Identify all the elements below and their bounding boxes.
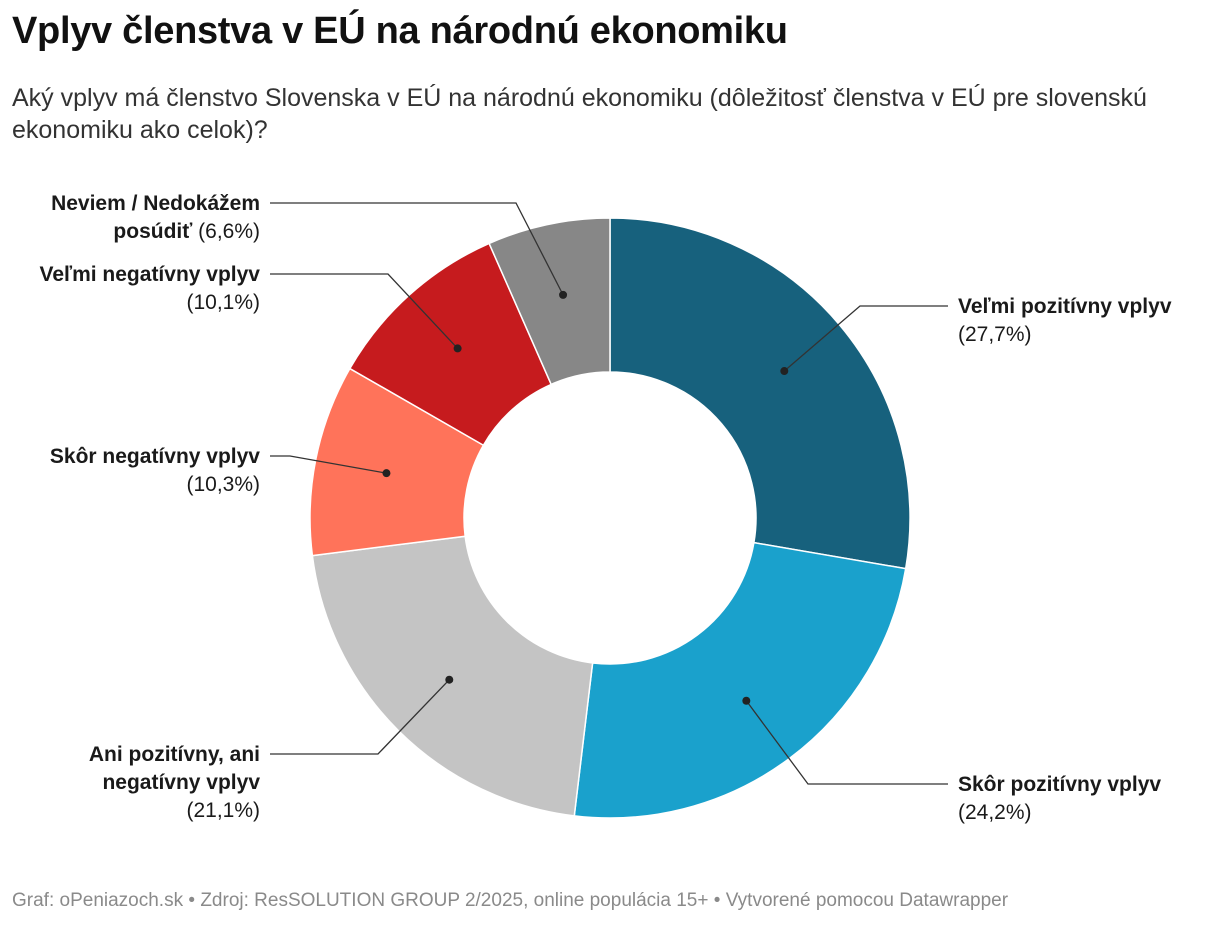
chart-subtitle: Aký vplyv má členstvo Slovenska v EÚ na …: [12, 84, 1147, 144]
leader-dot: [559, 290, 568, 299]
slice-label-neviem-nedokazem-posudit: Neviem / Nedokážem posúdiť (6,6%): [51, 192, 260, 243]
leader-line: [270, 273, 459, 349]
footer-graf: Graf: oPeniazoch.sk: [12, 890, 184, 911]
slice-label-skor-pozitivny-vplyv: Skôr pozitívny vplyv (24,2%): [958, 773, 1161, 824]
leader-dot: [780, 367, 789, 376]
footer-tool: Vytvorené pomocou Datawrapper: [725, 890, 1009, 911]
slice-velmi-pozitivny-vplyv[interactable]: [609, 217, 911, 570]
slice-label-ani-pozitivny-ani-negativny-vplyv: Ani pozitívny, ani negatívny vplyv (21,1%): [89, 743, 260, 822]
leader-line: [783, 305, 948, 372]
slice-neviem-nedokazem-posudit[interactable]: [488, 217, 611, 386]
leader-line: [270, 455, 387, 474]
leader-dot: [742, 696, 751, 705]
slice-label-skor-negativny-vplyv: Skôr negatívny vplyv (10,3%): [50, 445, 260, 496]
chart-title: Vplyv členstva v EÚ na národnú ekonomiku: [12, 10, 788, 52]
slice-label-velmi-pozitivny-vplyv: Veľmi pozitívny vplyv (27,7%): [958, 295, 1172, 346]
leader-dot: [453, 344, 462, 353]
footer: Graf: oPeniazoch.sk • Zdroj: ResSOLUTION…: [12, 890, 1008, 912]
footer-source: Zdroj: ResSOLUTION GROUP 2/2025, online …: [200, 890, 709, 911]
footer-separator: •: [188, 890, 196, 911]
slice-label-velmi-negativny-vplyv: Veľmi negatívny vplyv (10,1%): [39, 263, 260, 314]
slice-ani-pozitivny-ani-negativny-vplyv[interactable]: [311, 535, 594, 817]
leader-dot: [382, 469, 391, 478]
leader-line: [270, 202, 564, 296]
leader-line: [745, 700, 948, 785]
leader-line: [270, 679, 450, 755]
slice-skor-pozitivny-vplyv[interactable]: [573, 541, 907, 819]
leader-dot: [445, 675, 454, 684]
footer-separator: •: [713, 890, 721, 911]
